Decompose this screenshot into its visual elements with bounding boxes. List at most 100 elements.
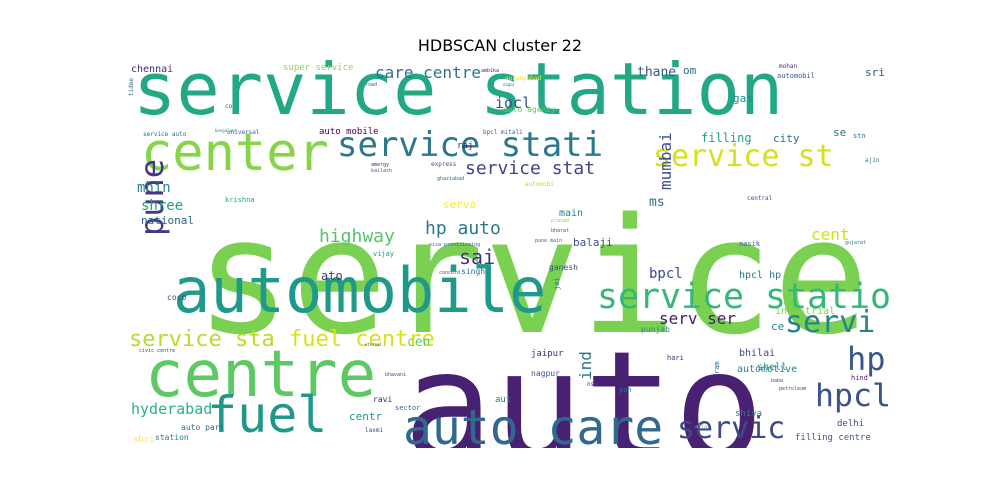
word-cloud-word: cent [811, 225, 850, 244]
word-cloud-word: service auto [143, 131, 187, 138]
word-cloud-word: nagar [503, 82, 516, 87]
word-cloud-word: ganesh [549, 263, 578, 272]
word-cloud-word: bharat [551, 228, 569, 234]
word-cloud-word: automobi [525, 181, 554, 188]
word-cloud-word: bhilai [739, 348, 775, 359]
word-cloud-word: center [141, 123, 329, 183]
word-cloud-word: central [747, 195, 773, 202]
word-cloud-word: civic centre [139, 348, 175, 354]
word-cloud-word: sai [459, 245, 495, 269]
word-cloud-word: care centre [375, 63, 481, 82]
word-cloud-word: ms [649, 195, 665, 210]
word-cloud-word: shri [133, 435, 155, 445]
word-cloud-word: hpcl [815, 378, 891, 414]
word-cloud-word: industrial [775, 306, 835, 317]
word-cloud-word: visa provisioning [429, 242, 480, 248]
word-cloud-word: kailash [371, 168, 392, 174]
word-cloud-word: ato [321, 269, 343, 283]
word-cloud-word: hp [847, 340, 886, 378]
word-cloud-word: om [683, 64, 697, 77]
word-cloud: service auto service station automobile cent… [125, 60, 895, 448]
word-cloud-word: hpcl hp [739, 270, 781, 281]
word-cloud-word: fuel [207, 386, 327, 444]
word-cloud-word: automobile [173, 254, 546, 327]
word-cloud-word: ghaziabad [437, 176, 464, 182]
word-cloud-word: centr [349, 410, 382, 423]
word-cloud-word: se [833, 126, 846, 139]
word-cloud-word: pune main [535, 238, 562, 244]
word-cloud-word: petroleum [779, 386, 806, 392]
word-cloud-word: pun [619, 386, 632, 394]
word-cloud-word: laxmi [365, 427, 383, 434]
word-cloud-word: national [141, 214, 194, 227]
word-cloud-word: vijay [373, 250, 394, 258]
word-cloud-word: punjab [641, 325, 670, 334]
word-cloud-word: eternal [365, 342, 382, 347]
word-cloud-word: balaji [573, 236, 613, 249]
word-cloud-word: aut [495, 395, 511, 405]
word-cloud-word: shree [141, 198, 183, 214]
word-cloud-word: filling centre [795, 433, 871, 443]
word-cloud-word: auto part [181, 423, 225, 432]
word-cloud-word: bhavani [385, 372, 406, 378]
word-cloud-word: prasad [551, 218, 569, 224]
word-cloud-word: servo [443, 198, 476, 211]
word-cloud-word: hp auto [425, 218, 501, 239]
word-cloud-word: road [365, 82, 377, 88]
word-cloud-word: aurangabad [505, 75, 542, 82]
word-cloud-word: ce [771, 320, 784, 333]
word-cloud-word: mohan [779, 63, 797, 70]
word-cloud-word: fuel centre [289, 327, 435, 352]
word-cloud-word: thane [637, 65, 676, 80]
word-cloud-word: auto mobile [319, 127, 379, 137]
word-cloud-word: ajin [865, 157, 880, 164]
word-cloud-word: station [155, 433, 189, 442]
word-cloud-word: nsw [587, 381, 598, 388]
word-cloud-word: alfa [695, 424, 707, 430]
word-cloud-word: auto agency [503, 105, 556, 114]
word-cloud-word: service statio [597, 277, 891, 317]
word-cloud-word: singh [461, 267, 485, 276]
word-cloud-word: service sta [129, 327, 275, 352]
word-cloud-word: shell [757, 362, 787, 373]
word-cloud-word: service st [653, 139, 834, 174]
word-cloud-word: filling [701, 131, 752, 145]
word-cloud-word: mumbai [656, 132, 675, 190]
word-cloud-word: hyderabad [131, 400, 212, 418]
word-cloud-word: automobil [777, 72, 815, 80]
word-cloud-word: service stati [337, 125, 603, 165]
word-cloud-word: city [773, 132, 800, 145]
word-cloud-word: auto [403, 320, 764, 448]
word-cloud-word: nasik [739, 240, 761, 248]
word-cloud-word: main [559, 208, 583, 219]
word-cloud-word: concord [439, 270, 460, 276]
word-cloud-word: jai [553, 277, 561, 290]
word-cloud-word: gas [733, 92, 753, 105]
word-cloud-word: iocl [495, 94, 531, 112]
word-cloud-word: pune [133, 159, 171, 236]
word-cloud-word: co [225, 103, 233, 110]
word-cloud-word: shiva [735, 409, 762, 419]
word-cloud-word: chennai [131, 64, 173, 75]
word-cloud-word: highway [319, 226, 395, 247]
word-cloud-word: krishna [225, 196, 255, 204]
word-cloud-word: coco [167, 293, 186, 302]
word-cloud-word: tidee [128, 78, 135, 96]
word-cloud-word: ambika [481, 68, 499, 74]
word-cloud-word: cen [407, 335, 430, 350]
word-cloud-word: ravi [373, 395, 392, 404]
word-cloud-word: bangalore [215, 128, 237, 133]
word-cloud-word: bpcl mitali [483, 129, 523, 136]
word-cloud-word: amergy [371, 162, 389, 168]
word-cloud-word: delhi [837, 419, 864, 429]
word-cloud-word: centre [145, 338, 376, 412]
word-cloud-word: ram [713, 361, 721, 374]
word-cloud-word: service station [133, 60, 783, 131]
word-cloud-word: servic [677, 411, 785, 446]
word-cloud-word: sector [395, 404, 420, 412]
word-cloud-word: auto care [403, 400, 663, 448]
word-cloud-word: gujarat [845, 240, 866, 246]
word-cloud-word: hind [851, 374, 868, 382]
word-cloud-word: nagpur [531, 369, 560, 378]
